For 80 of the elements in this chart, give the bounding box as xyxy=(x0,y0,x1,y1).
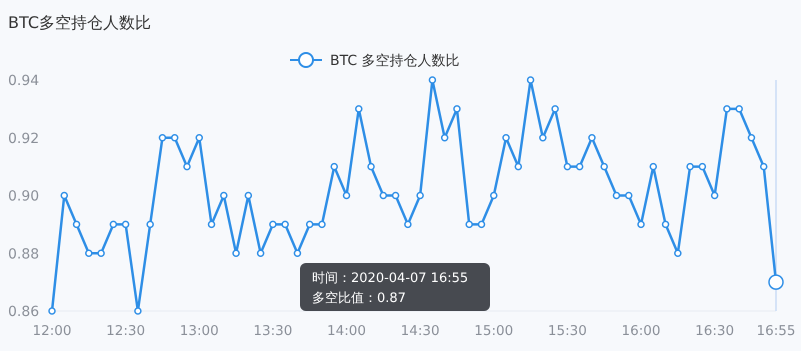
x-tick-label: 15:00 xyxy=(474,323,514,339)
point xyxy=(158,134,166,142)
point xyxy=(490,192,498,200)
point xyxy=(404,220,412,228)
point xyxy=(428,76,436,84)
x-tick-label: 16:55 xyxy=(756,323,796,339)
point xyxy=(600,162,608,170)
point xyxy=(97,250,105,257)
point xyxy=(232,250,240,257)
x-tick-label: 16:00 xyxy=(622,323,660,339)
point xyxy=(502,134,510,142)
point xyxy=(710,192,718,200)
y-tick-label: 0.94 xyxy=(8,73,40,89)
point xyxy=(85,250,93,257)
point xyxy=(330,162,338,170)
point xyxy=(183,162,191,170)
point xyxy=(72,220,80,228)
point xyxy=(244,192,252,200)
x-tick-label: 14:30 xyxy=(400,323,440,339)
point xyxy=(146,220,154,228)
legend-label: BTC 多空持仓人数比 xyxy=(330,53,460,69)
point xyxy=(576,162,584,170)
point xyxy=(551,105,559,113)
point xyxy=(637,220,645,228)
point xyxy=(294,250,302,257)
y-tick-label: 0.92 xyxy=(8,130,40,147)
x-tick-label: 14:00 xyxy=(327,323,366,339)
point xyxy=(514,162,522,170)
tooltip-box: 时间：2020-04-07 16:55 多空比值：0.87 xyxy=(300,263,490,311)
point xyxy=(269,220,277,228)
point xyxy=(355,105,363,113)
point xyxy=(453,105,461,113)
point xyxy=(110,220,118,228)
x-tick-label: 16:30 xyxy=(695,323,734,339)
x-tick-label: 13:30 xyxy=(253,323,292,339)
x-tick-label: 13:00 xyxy=(180,323,219,339)
point xyxy=(306,220,314,228)
point xyxy=(526,76,534,84)
point xyxy=(220,192,228,200)
point xyxy=(134,307,142,315)
y-tick-label: 0.88 xyxy=(8,246,40,262)
x-tick-label: 12:30 xyxy=(106,323,146,339)
point xyxy=(539,134,547,142)
point xyxy=(380,192,388,200)
y-tick-label: 0.90 xyxy=(8,188,40,204)
point xyxy=(60,192,68,200)
y-tick-label: 0.86 xyxy=(8,304,40,320)
point xyxy=(170,134,178,142)
point xyxy=(662,220,670,228)
point xyxy=(48,307,56,315)
point xyxy=(367,162,375,170)
point xyxy=(674,250,682,257)
point xyxy=(122,220,130,228)
point xyxy=(698,162,706,170)
point xyxy=(650,162,658,170)
point xyxy=(723,105,731,113)
point xyxy=(760,162,768,170)
point xyxy=(588,134,596,142)
point xyxy=(196,134,204,142)
point xyxy=(342,192,350,200)
point xyxy=(612,192,620,200)
point xyxy=(748,134,756,142)
point xyxy=(478,220,486,228)
x-tick-label: 12:00 xyxy=(32,323,72,339)
point xyxy=(465,220,473,228)
annotation: 多空比值：0.87 xyxy=(312,291,406,306)
point xyxy=(564,162,572,170)
x-tick-label: 15:30 xyxy=(548,323,587,339)
chart-title: BTC多空持仓人数比 xyxy=(8,13,151,32)
point xyxy=(440,134,448,142)
annotation: 时间：2020-04-07 16:55 xyxy=(312,271,468,286)
point xyxy=(416,192,424,200)
point xyxy=(735,105,743,113)
point xyxy=(624,192,632,200)
point xyxy=(281,220,289,228)
point xyxy=(318,220,326,228)
point xyxy=(256,250,264,257)
point xyxy=(686,162,694,170)
point xyxy=(392,192,400,200)
point xyxy=(208,220,216,228)
